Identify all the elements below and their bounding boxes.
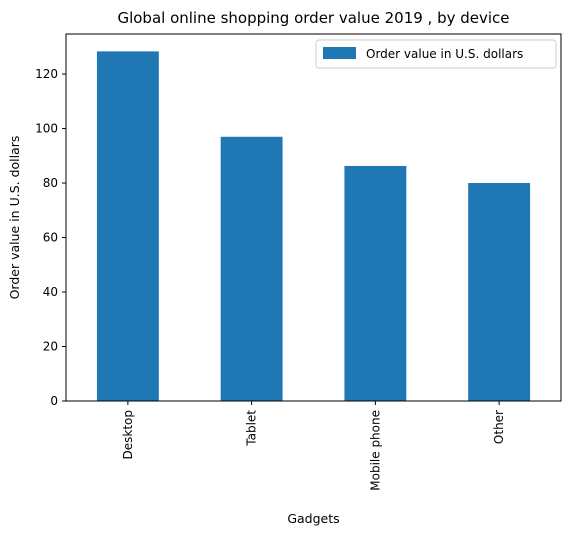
legend-label: Order value in U.S. dollars bbox=[366, 47, 523, 61]
y-axis-label: Order value in U.S. dollars bbox=[7, 136, 22, 300]
x-axis: Desktop Tablet Mobile phone Other bbox=[121, 401, 506, 491]
y-tick-label: 80 bbox=[43, 176, 58, 190]
chart-title: Global online shopping order value 2019 … bbox=[117, 9, 509, 27]
legend-box bbox=[315, 39, 557, 69]
bar-tablet bbox=[220, 136, 283, 401]
y-tick-label: 120 bbox=[35, 67, 58, 81]
y-tick-label: 60 bbox=[43, 231, 58, 245]
x-axis-label: Gadgets bbox=[287, 511, 339, 526]
bars-group bbox=[96, 51, 531, 401]
legend: Order value in U.S. dollars bbox=[315, 39, 557, 69]
y-tick-label: 20 bbox=[43, 340, 58, 354]
y-tick-label: 0 bbox=[50, 394, 58, 408]
y-axis: 0 20 40 60 80 100 120 bbox=[35, 67, 66, 408]
x-tick-label: Other bbox=[492, 410, 506, 444]
x-tick-label: Tablet bbox=[245, 410, 259, 447]
legend-swatch bbox=[323, 47, 356, 59]
plot-frame bbox=[65, 33, 562, 402]
bar-desktop bbox=[96, 51, 159, 401]
bar-other bbox=[468, 183, 531, 401]
y-tick-label: 100 bbox=[35, 122, 58, 136]
x-tick-label: Desktop bbox=[121, 410, 135, 460]
bar-mobile-phone bbox=[344, 165, 407, 401]
x-tick-label: Mobile phone bbox=[368, 410, 382, 491]
y-tick-label: 40 bbox=[43, 285, 58, 299]
